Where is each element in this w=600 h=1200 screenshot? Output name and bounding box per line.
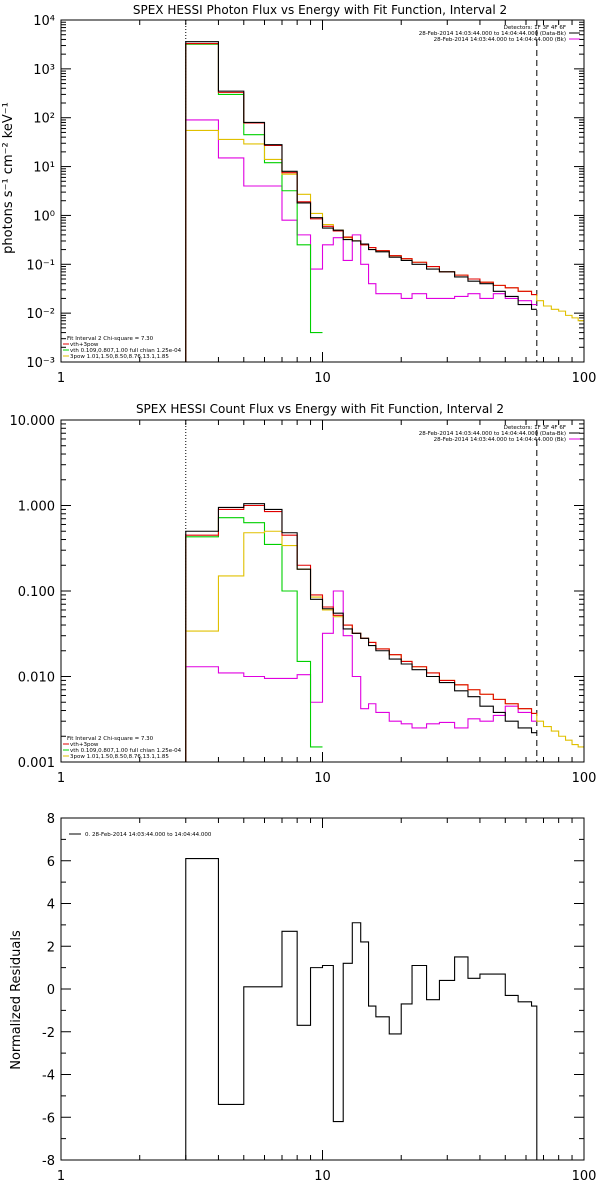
count-flux-x-tick-label: 100 xyxy=(572,771,597,786)
photon-flux-ylabel: photons s⁻¹ cm⁻² keV⁻¹ xyxy=(1,102,16,254)
residuals-series-0 xyxy=(185,858,538,1160)
photon-flux-y-tick-label: 10³ xyxy=(33,63,55,78)
photon-flux-panel: SPEX HESSI Photon Flux vs Energy with Fi… xyxy=(1,3,596,386)
residuals-x-tick-label: 10 xyxy=(314,1169,331,1184)
count-flux-y-tick-label: 1.000 xyxy=(18,500,55,515)
photon-flux-legend-bottom-text: vth 0.109,0.807,1.00 full chian 1.25e-04 xyxy=(70,348,182,354)
photon-flux-x-tick-label: 1 xyxy=(57,371,65,386)
residuals-y-tick-label: 0 xyxy=(47,983,55,998)
count-flux-legend-top-text: 28-Feb-2014 14:03:44.000 to 14:04:44.000… xyxy=(434,437,566,443)
count-flux-legend-top-text: 28-Feb-2014 14:03:44.000 to 14:04:44.000… xyxy=(419,431,566,437)
photon-flux-legend-top-text: 28-Feb-2014 14:03:44.000 to 14:04:44.000… xyxy=(419,31,566,37)
count-flux-legend-bottom-text: vth 0.109,0.807,1.00 full chian 1.25e-04 xyxy=(70,748,182,754)
residuals-y-tick-label: 4 xyxy=(47,898,55,913)
photon-flux-y-ticks xyxy=(61,19,584,363)
residuals-x-ticks xyxy=(60,818,573,1160)
count-flux-series-3 xyxy=(185,504,537,762)
count-flux-x-tick-label: 1 xyxy=(57,771,65,786)
residuals-ylabel: Normalized Residuals xyxy=(9,930,24,1070)
count-flux-frame xyxy=(60,419,585,763)
photon-flux-legend-bottom-text: 3pow 1.01,1.50,8.50,8.76,13.1,1.85 xyxy=(70,354,169,360)
photon-flux-y-tick-label: 10¹ xyxy=(33,161,55,176)
residuals-y-tick-label: 2 xyxy=(47,940,55,955)
residuals-legend-top-text: 0. 28-Feb-2014 14:03:44.000 to 14:04:44.… xyxy=(85,832,212,838)
residuals-x-tick-label: 1 xyxy=(57,1169,65,1184)
count-flux-legend-bottom-text: Fit Interval 2 Chi-square = 7.30 xyxy=(67,736,154,742)
photon-flux-y-tick-label: 10⁰ xyxy=(33,209,55,224)
count-flux-series-1 xyxy=(185,517,323,762)
count-flux-x-ticks xyxy=(60,420,573,762)
residuals-series-group xyxy=(185,858,538,1160)
residuals-y-tick-label: 6 xyxy=(47,855,55,870)
count-flux-y-tick-label: 0.010 xyxy=(18,671,55,686)
photon-flux-series-4 xyxy=(185,41,537,362)
count-flux-panel: SPEX HESSI Count Flux vs Energy with Fit… xyxy=(10,402,597,786)
photon-flux-y-tick-label: 10⁻² xyxy=(26,307,55,322)
count-flux-y-tick-label: 0.100 xyxy=(18,585,55,600)
count-flux-legend-bottom-text: 3pow 1.01,1.50,8.50,8.76,13.1,1.85 xyxy=(70,754,169,760)
count-flux-y-tick-label: 10.000 xyxy=(10,414,56,429)
residuals-frame xyxy=(60,817,585,1161)
count-flux-legend-bottom-text: vth+3pow xyxy=(70,742,99,748)
photon-flux-frame xyxy=(60,19,585,363)
photon-flux-legend-bottom-text: vth+3pow xyxy=(70,342,99,348)
photon-flux-y-tick-label: 10² xyxy=(33,112,55,127)
photon-flux-x-ticks xyxy=(60,20,573,362)
photon-flux-y-tick-label: 10⁻³ xyxy=(26,356,55,371)
residuals-y-tick-label: -4 xyxy=(42,1069,55,1084)
count-flux-title: SPEX HESSI Count Flux vs Energy with Fit… xyxy=(136,402,504,416)
count-flux-y-tick-label: 0.001 xyxy=(18,756,55,771)
photon-flux-title: SPEX HESSI Photon Flux vs Energy with Fi… xyxy=(133,3,507,17)
residuals-y-tick-label: -2 xyxy=(42,1026,55,1041)
photon-flux-y-tick-label: 10⁴ xyxy=(33,14,55,29)
count-flux-series-0 xyxy=(185,590,537,762)
photon-flux-series-2 xyxy=(185,129,584,362)
photon-flux-series-1 xyxy=(185,43,323,362)
residuals-y-tick-label: 8 xyxy=(47,812,55,827)
count-flux-legend-top-text: Detectors: 1F 3F 4F 6F xyxy=(504,425,566,431)
count-flux-series-group xyxy=(185,503,584,762)
photon-flux-series-group xyxy=(185,41,584,362)
residuals-y-tick-label: -8 xyxy=(42,1154,55,1169)
photon-flux-series-3 xyxy=(185,42,537,362)
photon-flux-legend-top-text: 28-Feb-2014 14:03:44.000 to 14:04:44.000… xyxy=(434,37,566,43)
photon-flux-x-tick-label: 10 xyxy=(314,371,331,386)
residuals-x-tick-label: 100 xyxy=(572,1169,597,1184)
photon-flux-legend-top-text: Detectors: 1F 3F 4F 6F xyxy=(504,25,566,31)
residuals-y-tick-label: -6 xyxy=(42,1111,55,1126)
photon-flux-legend-bottom-text: Fit Interval 2 Chi-square = 7.30 xyxy=(67,336,154,342)
count-flux-series-4 xyxy=(185,503,537,762)
residuals-panel: Normalized Residuals 1 10 100 -8 -6 -4 -2 0 2 4 6 8… xyxy=(9,812,596,1184)
photon-flux-series-0 xyxy=(185,119,537,362)
photon-flux-y-tick-label: 10⁻¹ xyxy=(26,258,55,273)
photon-flux-x-tick-label: 100 xyxy=(572,371,597,386)
count-flux-x-tick-label: 10 xyxy=(314,771,331,786)
